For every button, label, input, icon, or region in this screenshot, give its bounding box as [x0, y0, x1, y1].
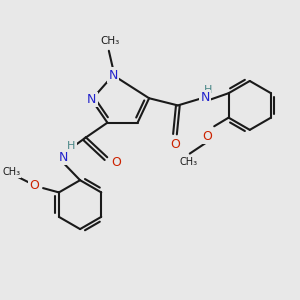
- Text: N: N: [200, 91, 210, 104]
- Text: O: O: [29, 179, 39, 192]
- Text: CH₃: CH₃: [101, 36, 120, 46]
- Text: O: O: [111, 156, 121, 170]
- Text: N: N: [59, 151, 68, 164]
- Text: H: H: [204, 85, 212, 94]
- Text: N: N: [87, 93, 96, 106]
- Text: O: O: [202, 130, 212, 143]
- Text: CH₃: CH₃: [179, 157, 197, 167]
- Text: N: N: [109, 69, 118, 82]
- Text: H: H: [67, 141, 76, 151]
- Text: CH₃: CH₃: [2, 167, 20, 177]
- Text: O: O: [170, 138, 180, 151]
